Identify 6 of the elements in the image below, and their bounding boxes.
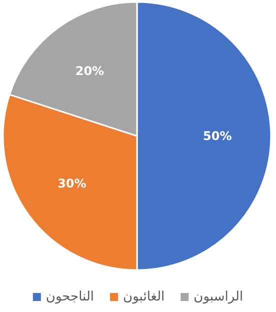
legend-label: الغائبون — [123, 290, 165, 304]
legend-label: الراسبون — [194, 290, 244, 304]
data-label: 20% — [75, 64, 104, 78]
legend-label: الناجحون — [46, 290, 94, 304]
data-label: 30% — [58, 176, 86, 190]
data-label: 50% — [203, 129, 232, 143]
